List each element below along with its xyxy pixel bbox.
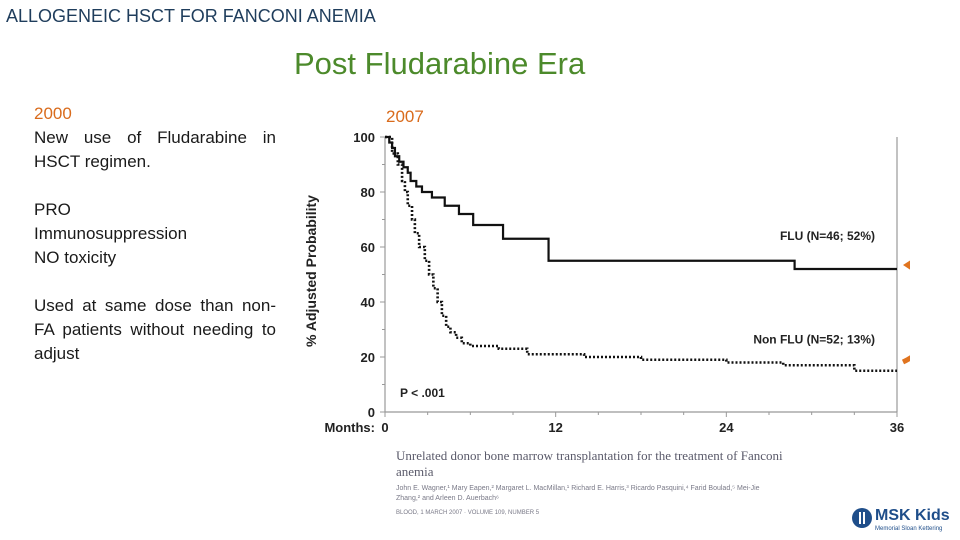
citation-journal: BLOOD, 1 MARCH 2007 · VOLUME 109, NUMBER… <box>396 510 540 516</box>
fludarabine-statement: New use of Fludarabine in HSCT regimen. <box>34 128 276 171</box>
year-2000: 2000 <box>34 104 72 123</box>
left-text-block: 2000 New use of Fludarabine in HSCT regi… <box>34 102 276 366</box>
p-value-annotation: P < .001 <box>400 386 445 400</box>
x-tick-label: 36 <box>890 420 904 435</box>
year-2007: 2007 <box>386 107 424 126</box>
x-tick-label: 12 <box>548 420 562 435</box>
citation-title: Unrelated donor bone marrow transplantat… <box>396 448 783 479</box>
y-tick-label: 40 <box>361 295 375 310</box>
slide-subtitle: Post Fludarabine Era <box>294 46 586 81</box>
logo-subtitle: Memorial Sloan Kettering <box>875 526 943 532</box>
logo-name: MSK Kids <box>875 507 950 524</box>
immunosuppression-text: Immunosuppression <box>34 224 188 243</box>
y-tick-label: 60 <box>361 240 375 255</box>
curved-arrow-icon <box>901 265 910 365</box>
series-label-non-flu: Non FLU (N=52; 13%) <box>753 332 875 346</box>
slide-header: ALLOGENEIC HSCT FOR FANCONI ANEMIA <box>6 6 376 26</box>
msk-kids-logo: MSK Kids Memorial Sloan Kettering <box>852 506 952 536</box>
x-tick-label: 0 <box>381 420 388 435</box>
dose-statement: Used at same dose than non-FA patients w… <box>34 296 276 363</box>
x-axis-label: Months: <box>324 420 375 435</box>
series-label-flu: FLU (N=46; 52%) <box>780 229 875 243</box>
y-axis-label: % Adjusted Probability <box>303 195 319 347</box>
pro-label: PRO <box>34 200 71 219</box>
y-tick-label: 0 <box>368 405 375 420</box>
survival-chart: % Adjusted Probability 0 20 40 60 80 100 0 12 24… <box>303 130 910 435</box>
x-tick-label: 24 <box>719 420 734 435</box>
y-tick-label: 20 <box>361 350 375 365</box>
series-flu-line <box>385 135 897 271</box>
y-tick-label: 100 <box>353 130 375 145</box>
no-toxicity-text: NO toxicity <box>34 248 117 267</box>
citation-block: Unrelated donor bone marrow transplantat… <box>396 448 816 516</box>
citation-authors: John E. Wagner,¹ Mary Eapen,² Margaret L… <box>396 485 760 502</box>
arrowhead-icon <box>903 260 910 270</box>
y-tick-label: 80 <box>361 185 375 200</box>
series-non-flu-line <box>385 135 897 373</box>
msk-logo-icon <box>852 508 872 528</box>
